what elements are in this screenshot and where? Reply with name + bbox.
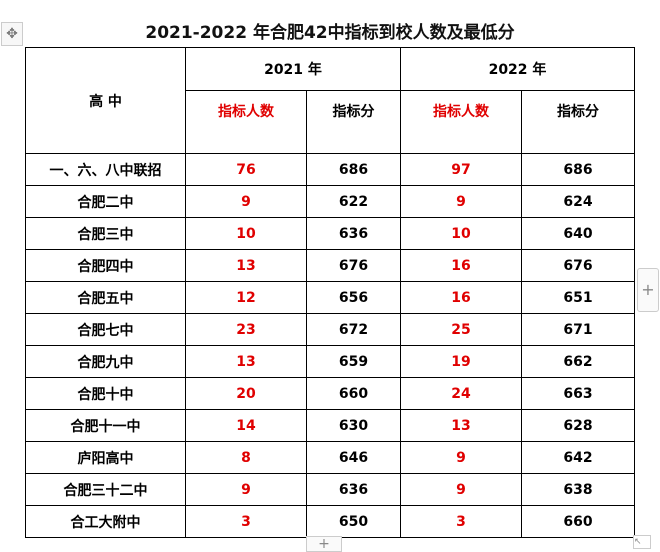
quota-2021-cell: 76 — [185, 153, 307, 186]
table-row: 合肥三中 10 636 10 640 — [25, 217, 635, 250]
score-2021-cell: 660 — [306, 377, 401, 410]
score-2022-cell: 660 — [521, 505, 635, 538]
score-2022-cell: 662 — [521, 345, 635, 378]
score-2021-cell: 630 — [306, 409, 401, 442]
school-cell: 合肥二中 — [25, 185, 186, 218]
score-2022-cell: 628 — [521, 409, 635, 442]
quota-2021-cell: 13 — [185, 345, 307, 378]
school-cell: 合肥四中 — [25, 249, 186, 282]
score-2021-cell: 622 — [306, 185, 401, 218]
quota-2021-cell: 9 — [185, 185, 307, 218]
header-score-2021: 指标分 — [306, 90, 401, 154]
add-row-plus-icon[interactable]: + — [306, 536, 342, 552]
table-move-handle-icon[interactable]: ✥ — [1, 22, 23, 46]
quota-2022-cell: 10 — [400, 217, 522, 250]
score-2022-cell: 638 — [521, 473, 635, 506]
school-cell: 合肥十一中 — [25, 409, 186, 442]
quota-2021-cell: 13 — [185, 249, 307, 282]
table-row: 一、六、八中联招 76 686 97 686 — [25, 153, 635, 186]
score-2022-cell: 651 — [521, 281, 635, 314]
quota-2022-cell: 9 — [400, 185, 522, 218]
add-column-plus-icon[interactable]: + — [637, 268, 659, 312]
table-row: 合肥十中 20 660 24 663 — [25, 377, 635, 410]
score-2021-cell: 672 — [306, 313, 401, 346]
school-cell: 合肥三十二中 — [25, 473, 186, 506]
quota-2021-cell: 14 — [185, 409, 307, 442]
score-2022-cell: 624 — [521, 185, 635, 218]
quota-2022-cell: 24 — [400, 377, 522, 410]
header-quota-2022: 指标人数 — [400, 90, 522, 154]
quota-2022-cell: 16 — [400, 281, 522, 314]
table-row: 合肥五中 12 656 16 651 — [25, 281, 635, 314]
header-school: 高 中 — [25, 47, 186, 154]
score-2021-cell: 656 — [306, 281, 401, 314]
table-row: 合肥四中 13 676 16 676 — [25, 249, 635, 282]
quota-2022-cell: 16 — [400, 249, 522, 282]
table-row: 合肥十一中 14 630 13 628 — [25, 409, 635, 442]
score-2022-cell: 676 — [521, 249, 635, 282]
school-cell: 合肥三中 — [25, 217, 186, 250]
table-row: 合工大附中 3 650 3 660 — [25, 505, 635, 538]
school-cell: 一、六、八中联招 — [25, 153, 186, 186]
score-2021-cell: 659 — [306, 345, 401, 378]
score-2021-cell: 686 — [306, 153, 401, 186]
quota-2022-cell: 19 — [400, 345, 522, 378]
quota-2021-cell: 9 — [185, 473, 307, 506]
quota-2021-cell: 3 — [185, 505, 307, 538]
header-year-2022: 2022 年 — [400, 47, 635, 91]
document-title: 2021-2022 年合肥42中指标到校人数及最低分 — [145, 23, 515, 43]
score-2021-cell: 676 — [306, 249, 401, 282]
quota-2021-cell: 8 — [185, 441, 307, 474]
table-row: 合肥九中 13 659 19 662 — [25, 345, 635, 378]
quota-2022-cell: 9 — [400, 441, 522, 474]
quota-table: 高 中 2021 年 2022 年 指标人数 指标分 指标人数 指标分 一、六、… — [25, 47, 635, 538]
quota-2021-cell: 23 — [185, 313, 307, 346]
quota-2022-cell: 3 — [400, 505, 522, 538]
quota-2021-cell: 20 — [185, 377, 307, 410]
table-resize-handle-icon[interactable]: ↖ — [633, 535, 651, 549]
table-row: 庐阳高中 8 646 9 642 — [25, 441, 635, 474]
score-2022-cell: 640 — [521, 217, 635, 250]
header-quota-2021: 指标人数 — [185, 90, 307, 154]
score-2021-cell: 636 — [306, 473, 401, 506]
table-row: 合肥七中 23 672 25 671 — [25, 313, 635, 346]
school-cell: 合肥五中 — [25, 281, 186, 314]
score-2022-cell: 663 — [521, 377, 635, 410]
table-row: 合肥三十二中 9 636 9 638 — [25, 473, 635, 506]
header-year-2021: 2021 年 — [185, 47, 401, 91]
quota-2022-cell: 25 — [400, 313, 522, 346]
quota-2022-cell: 97 — [400, 153, 522, 186]
quota-2022-cell: 9 — [400, 473, 522, 506]
quota-2021-cell: 10 — [185, 217, 307, 250]
school-cell: 庐阳高中 — [25, 441, 186, 474]
quota-2022-cell: 13 — [400, 409, 522, 442]
school-cell: 合肥七中 — [25, 313, 186, 346]
school-cell: 合肥九中 — [25, 345, 186, 378]
school-cell: 合肥十中 — [25, 377, 186, 410]
score-2021-cell: 650 — [306, 505, 401, 538]
score-2022-cell: 642 — [521, 441, 635, 474]
score-2021-cell: 646 — [306, 441, 401, 474]
table-row: 合肥二中 9 622 9 624 — [25, 185, 635, 218]
school-cell: 合工大附中 — [25, 505, 186, 538]
score-2021-cell: 636 — [306, 217, 401, 250]
score-2022-cell: 686 — [521, 153, 635, 186]
header-score-2022: 指标分 — [521, 90, 635, 154]
score-2022-cell: 671 — [521, 313, 635, 346]
quota-2021-cell: 12 — [185, 281, 307, 314]
